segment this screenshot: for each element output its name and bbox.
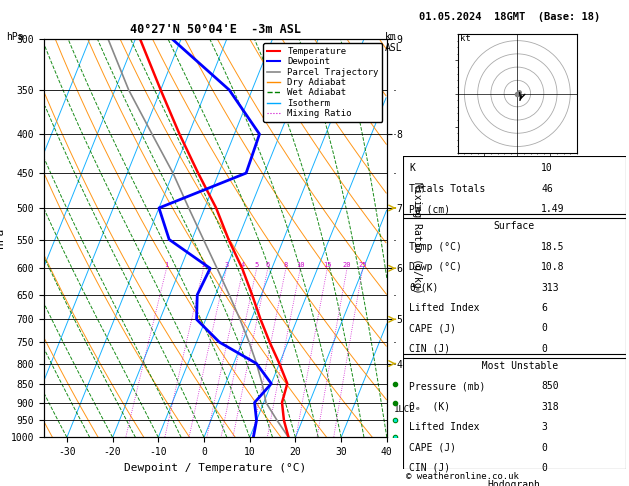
Text: K: K [409,163,415,174]
Text: Lifted Index: Lifted Index [409,422,480,432]
Text: 1LCL: 1LCL [394,405,415,414]
Text: CIN (J): CIN (J) [409,463,450,473]
Text: θₑ  (K): θₑ (K) [409,402,450,412]
Text: © weatheronline.co.uk: © weatheronline.co.uk [406,472,518,481]
Text: 313: 313 [541,282,559,293]
Text: Hodograph: Hodograph [487,480,541,486]
Text: 01.05.2024  18GMT  (Base: 18): 01.05.2024 18GMT (Base: 18) [419,12,600,22]
Text: θₑ(K): θₑ(K) [409,282,438,293]
Text: 6: 6 [541,303,547,313]
Text: kt: kt [460,34,471,43]
Text: 0: 0 [541,344,547,354]
Text: 8: 8 [284,262,288,268]
Text: 20: 20 [343,262,351,268]
Text: 1.49: 1.49 [541,204,564,214]
Text: 6: 6 [265,262,270,268]
Text: 10: 10 [541,163,553,174]
Text: 2: 2 [201,262,206,268]
Text: km: km [385,32,397,42]
Text: 5: 5 [255,262,259,268]
Text: hPa: hPa [6,32,24,42]
Text: 3: 3 [541,422,547,432]
Text: 0: 0 [541,463,547,473]
Text: 10: 10 [296,262,304,268]
Text: Totals Totals: Totals Totals [409,184,486,194]
Text: Pressure (mb): Pressure (mb) [409,382,486,391]
Text: 46: 46 [541,184,553,194]
Text: Dewp (°C): Dewp (°C) [409,262,462,272]
Title: 40°27'N 50°04'E  -3m ASL: 40°27'N 50°04'E -3m ASL [130,23,301,36]
Text: Most Unstable: Most Unstable [470,361,559,371]
Y-axis label: Mixing Ratio (g/kg): Mixing Ratio (g/kg) [412,182,422,294]
Text: 18.5: 18.5 [541,242,564,252]
Text: CIN (J): CIN (J) [409,344,450,354]
Text: Temp (°C): Temp (°C) [409,242,462,252]
Text: 10.8: 10.8 [541,262,564,272]
Text: Lifted Index: Lifted Index [409,303,480,313]
Text: 0: 0 [541,323,547,333]
Text: 850: 850 [541,382,559,391]
Legend: Temperature, Dewpoint, Parcel Trajectory, Dry Adiabat, Wet Adiabat, Isotherm, Mi: Temperature, Dewpoint, Parcel Trajectory… [263,43,382,122]
Text: 4: 4 [241,262,245,268]
Text: 318: 318 [541,402,559,412]
Text: 1: 1 [164,262,169,268]
Text: 0: 0 [541,442,547,452]
Text: Surface: Surface [494,222,535,231]
Y-axis label: hPa: hPa [0,228,5,248]
Text: 15: 15 [323,262,331,268]
Text: ASL: ASL [385,43,403,53]
X-axis label: Dewpoint / Temperature (°C): Dewpoint / Temperature (°C) [125,463,306,473]
Text: CAPE (J): CAPE (J) [409,442,456,452]
Text: 25: 25 [359,262,367,268]
Text: 3: 3 [225,262,228,268]
Text: PW (cm): PW (cm) [409,204,450,214]
Text: CAPE (J): CAPE (J) [409,323,456,333]
